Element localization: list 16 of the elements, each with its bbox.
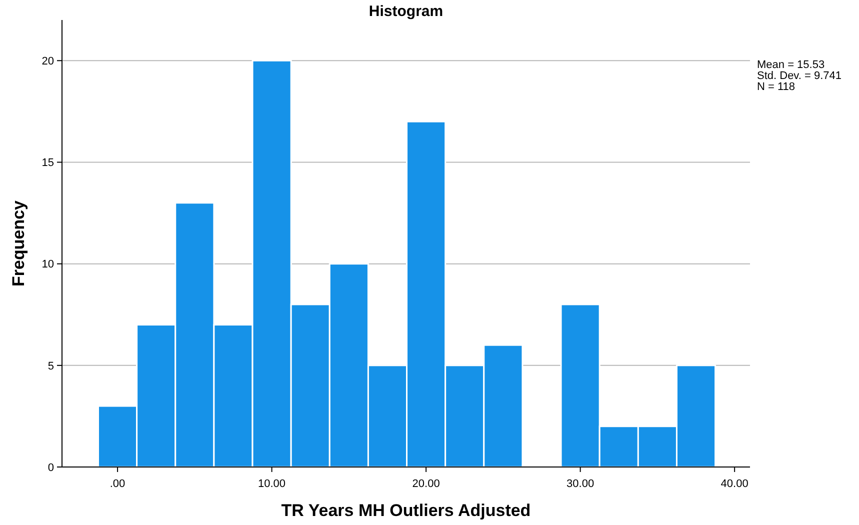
y-tick-label: 15 [42,157,54,170]
x-tick-label: 10.00 [258,478,286,490]
y-tick-label: 20 [42,55,54,68]
x-tick-label: 30.00 [566,478,594,490]
y-tick-label: 0 [48,462,54,474]
x-tick-label: .00 [110,478,126,490]
text: Mean = 15.53 [757,59,825,71]
chart-title: Histogram [368,3,444,20]
y-tick-label: 10 [42,258,54,271]
y-axis-title: Frequency [9,200,28,286]
text: Std. Dev. = 9.741 [757,70,842,82]
y-tick-label: 5 [48,360,54,372]
text: N = 118 [757,81,796,93]
x-axis-title: TR Years MH Outliers Adjusted [281,501,531,520]
x-tick-label: 40.00 [720,478,748,490]
x-tick-label: 20.00 [412,478,440,490]
